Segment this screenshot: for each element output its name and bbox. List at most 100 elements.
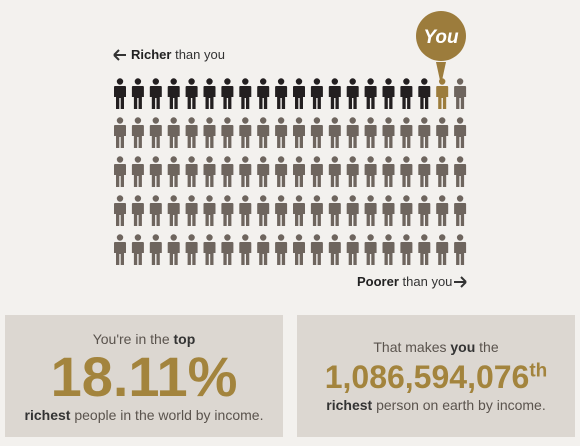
person-figure: [364, 78, 377, 109]
person-figure: [346, 78, 359, 109]
person-figure: [436, 117, 449, 148]
person-figure: [328, 117, 341, 148]
person-figure: [114, 195, 126, 226]
rank-box: That makes you the 1,086,594,076th riche…: [297, 315, 575, 437]
person-figure: [293, 156, 305, 187]
person-figure: [185, 234, 198, 265]
person-figure: [185, 195, 198, 226]
person-figure: [257, 234, 270, 265]
poorer-bold: Poorer: [357, 274, 399, 289]
person-figure: [257, 78, 270, 109]
person-figure: [293, 117, 305, 148]
person-figure: [346, 117, 359, 148]
person-figure: [400, 234, 413, 265]
rank-line1: That makes you the: [297, 339, 575, 355]
person-figure: [418, 195, 431, 226]
text-bold: you: [450, 339, 476, 355]
person-figure: [149, 195, 162, 226]
person-figure: [149, 78, 162, 109]
text-bold: richest: [24, 407, 71, 423]
text-bold: top: [173, 331, 196, 347]
person-figure: [149, 156, 162, 187]
person-figure: [167, 195, 180, 226]
text: person on earth by income.: [376, 397, 546, 413]
person-figure: [221, 117, 234, 148]
text-bold: richest: [326, 397, 373, 413]
percent-line3: richest people in the world by income.: [5, 407, 283, 423]
badge-pointer: [436, 62, 446, 85]
figure-grid: [114, 78, 467, 265]
richer-bold: Richer: [131, 47, 172, 62]
person-figure: [364, 234, 377, 265]
person-figure: [203, 117, 216, 148]
person-figure: [131, 195, 144, 226]
person-figure: [239, 234, 252, 265]
person-figure: [346, 156, 359, 187]
poorer-label: Poorer than you: [357, 274, 452, 289]
person-figure: [239, 78, 252, 109]
rank-value: 1,086,594,076th: [297, 361, 575, 393]
person-figure: [418, 117, 431, 148]
person-figure: [275, 117, 288, 148]
person-figure: [239, 117, 252, 148]
person-figure: [454, 156, 467, 187]
person-figure: [131, 117, 144, 148]
person-figure: [418, 234, 431, 265]
person-figure: [114, 117, 126, 148]
person-figure: [400, 156, 413, 187]
person-figure: [257, 195, 270, 226]
person-figure: [382, 78, 395, 109]
percent-value: 18.11%: [50, 345, 238, 408]
rank-number: 1,086,594,076: [324, 359, 530, 395]
person-figure: [149, 234, 162, 265]
person-figure: [436, 156, 449, 187]
person-figure: [293, 78, 305, 109]
person-figure: [239, 156, 252, 187]
person-figure: [167, 234, 180, 265]
person-figure: [275, 156, 288, 187]
person-figure: [131, 156, 144, 187]
person-figure: [328, 78, 341, 109]
person-figure: [364, 156, 377, 187]
person-figure: [310, 156, 323, 187]
person-figure: [400, 78, 413, 109]
person-figure: [131, 78, 144, 109]
richer-rest: than you: [175, 47, 225, 62]
badge-text: You: [423, 27, 459, 48]
person-figure: [454, 234, 467, 265]
text: You're in the: [92, 331, 170, 347]
person-figure: [221, 156, 234, 187]
person-figure: [310, 117, 323, 148]
person-figure: [167, 156, 180, 187]
person-figure: [454, 195, 467, 226]
percent-box: You're in the top 18.11% richest people …: [5, 315, 283, 437]
person-figure: [364, 117, 377, 148]
person-figure: [310, 234, 323, 265]
left-arrow: [113, 49, 126, 61]
person-figure: [257, 156, 270, 187]
right-arrow: [454, 276, 467, 288]
person-figure: [418, 156, 431, 187]
person-figure: [167, 78, 180, 109]
person-figure: [310, 195, 323, 226]
person-figure: [203, 195, 216, 226]
person-figure: [382, 117, 395, 148]
text: That makes: [373, 339, 447, 355]
text: people in the world by income.: [74, 407, 264, 423]
person-figure: [114, 156, 126, 187]
rank-suffix: th: [529, 360, 548, 382]
person-figure: [328, 156, 341, 187]
person-figure: [293, 195, 305, 226]
person-figure: [328, 234, 341, 265]
person-figure: [400, 117, 413, 148]
pictogram: You: [113, 11, 467, 288]
richer-label: Richer than you: [131, 47, 225, 62]
person-figure: [400, 195, 413, 226]
person-figure: [382, 195, 395, 226]
person-figure: [203, 234, 216, 265]
person-figure: [418, 78, 431, 109]
text: the: [479, 339, 499, 355]
person-figure: [203, 156, 216, 187]
person-figure: [114, 78, 126, 109]
